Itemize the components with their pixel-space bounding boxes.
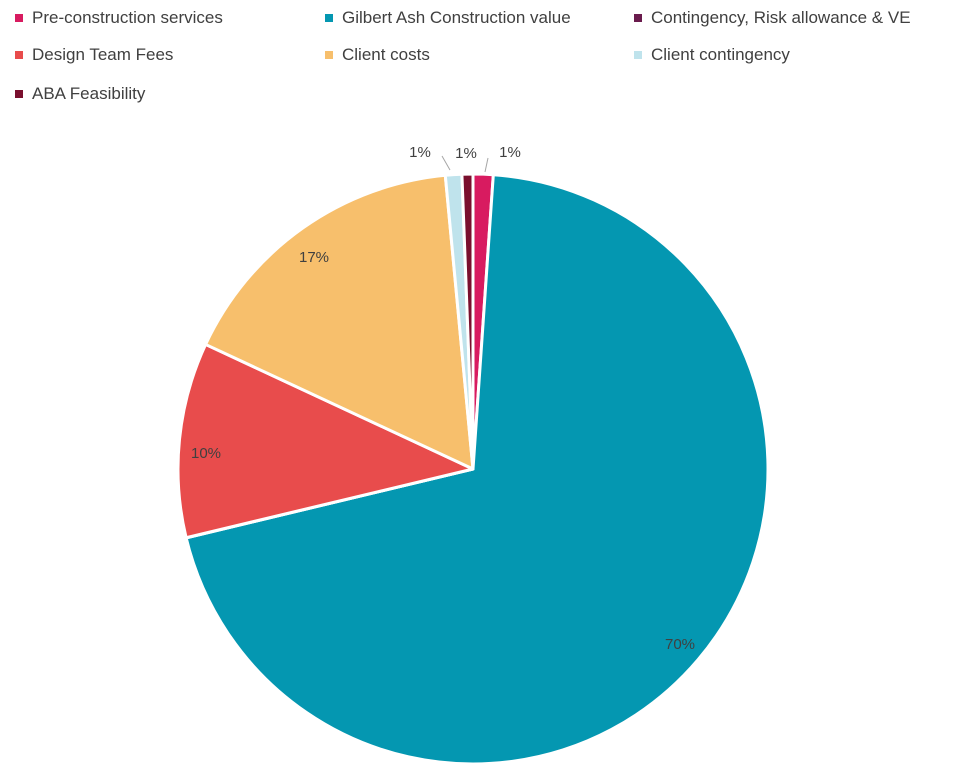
legend-swatch: [634, 51, 642, 59]
leader-line: [441, 155, 451, 171]
pie-slice-gilbert-ash-construction-value: [184, 173, 770, 764]
legend-label: Contingency, Risk allowance & VE: [651, 8, 911, 27]
legend-item-design-team-fees: Design Team Fees: [15, 45, 173, 65]
data-label: 1%: [499, 144, 521, 161]
legend-label: Client contingency: [651, 45, 790, 64]
legend-swatch: [15, 90, 23, 98]
legend-item-contingency-risk-allowance-ve: Contingency, Risk allowance & VE: [634, 8, 911, 28]
legend-swatch: [15, 14, 23, 22]
data-label: 1%: [409, 144, 431, 161]
data-label: 10%: [191, 445, 221, 462]
legend-label: Design Team Fees: [32, 45, 174, 64]
legend-swatch: [325, 51, 333, 59]
pie-slice-aba-feasibility: [460, 172, 475, 471]
legend-label: Client costs: [342, 45, 430, 64]
leader-lines: [441, 155, 489, 173]
legend-label: ABA Feasibility: [32, 84, 146, 103]
legend-item-gilbert-ash-construction-value: Gilbert Ash Construction value: [325, 8, 571, 28]
pie-slice-design-team-fees: [176, 342, 475, 540]
legend-label: Gilbert Ash Construction value: [342, 8, 571, 27]
pie-slice-client-costs: [204, 173, 475, 471]
legend-swatch: [634, 14, 642, 22]
data-label: 70%: [665, 636, 695, 653]
data-label: 17%: [299, 249, 329, 266]
legend-swatch: [15, 51, 23, 59]
data-label: 1%: [455, 145, 477, 162]
legend-item-pre-construction-services: Pre-construction services: [15, 8, 223, 28]
legend-swatch: [325, 14, 333, 22]
legend-item-client-contingency: Client contingency: [634, 45, 790, 65]
data-labels: 1% 70% 10% 17% 1% 1%: [191, 144, 695, 653]
chart-legend: Pre-construction services Gilbert Ash Co…: [0, 0, 955, 110]
pie-slices: [176, 172, 770, 764]
leader-line: [484, 157, 489, 173]
legend-item-client-costs: Client costs: [325, 45, 430, 65]
legend-item-aba-feasibility: ABA Feasibility: [15, 84, 145, 104]
legend-label: Pre-construction services: [32, 8, 223, 27]
